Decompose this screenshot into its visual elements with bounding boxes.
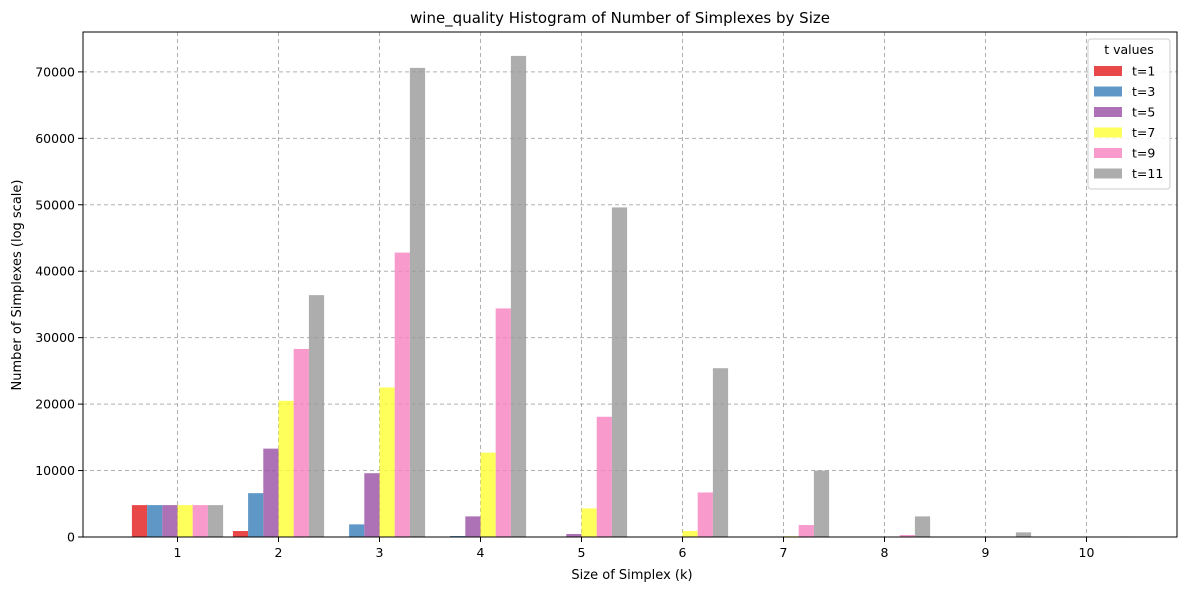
- bar-t3-k1: [147, 505, 163, 537]
- bar-t9-k1: [192, 505, 208, 537]
- x-tick-label: 9: [982, 545, 990, 560]
- x-tick-label: 10: [1079, 545, 1095, 560]
- bar-t11-k8: [914, 516, 931, 537]
- bar-t9-k4: [495, 308, 511, 537]
- x-axis-label: Size of Simplex (k): [571, 568, 692, 583]
- y-tick-label: 0: [67, 530, 75, 545]
- legend-swatch: [1094, 107, 1122, 117]
- legend-swatch: [1094, 66, 1122, 76]
- x-tick-label: 2: [275, 545, 283, 560]
- y-tick-label: 70000: [35, 64, 75, 79]
- bar-t11-k6: [712, 368, 729, 537]
- bar-t7-k5: [581, 508, 597, 537]
- bar-t5-k1: [162, 505, 178, 537]
- x-tick-label: 3: [376, 545, 384, 560]
- bar-t1-k1: [131, 505, 148, 537]
- bar-t9-k3: [394, 252, 410, 537]
- bar-t7-k6: [682, 531, 698, 537]
- x-tick-label: 5: [578, 545, 586, 560]
- y-tick-label: 20000: [35, 397, 75, 412]
- legend-label: t=5: [1132, 105, 1155, 120]
- legend-swatch: [1094, 86, 1122, 97]
- bar-t9-k2: [293, 348, 309, 537]
- bar-t11-k7: [813, 470, 830, 537]
- y-tick-label: 50000: [35, 197, 75, 212]
- bar-t11-k4: [510, 55, 527, 537]
- bar-t5-k5: [566, 534, 582, 537]
- y-tick-label: 40000: [35, 264, 75, 279]
- y-axis-label: Number of Simplexes (log scale): [10, 180, 25, 391]
- bar-t11-k5: [611, 207, 628, 537]
- bar-t11-k3: [409, 67, 426, 537]
- legend-title: t values: [1104, 42, 1154, 57]
- axes: 0 10000 20000 30000 40000 50000 60000 70000 1 2 3 4…: [35, 31, 1178, 560]
- legend-swatch: [1094, 148, 1122, 158]
- bar-t3-k2: [248, 493, 264, 537]
- bar-t7-k2: [278, 400, 294, 537]
- legend-swatch: [1094, 127, 1122, 138]
- bar-t1-k2: [232, 531, 249, 537]
- legend-swatch: [1094, 168, 1122, 179]
- bar-t9-k5: [596, 416, 612, 537]
- chart-title: wine_quality Histogram of Number of Simp…: [410, 9, 830, 28]
- x-tick-label: 8: [881, 545, 889, 560]
- legend-label: t=1: [1132, 64, 1155, 79]
- bar-t9-k6: [697, 492, 713, 537]
- legend-label: t=11: [1132, 166, 1163, 181]
- legend: t values t=1 t=3 t=5 t=7 t=9 t=11: [1087, 38, 1171, 190]
- x-tick-label: 4: [477, 545, 485, 560]
- x-tick-label: 7: [780, 545, 788, 560]
- bar-t5-k2: [263, 448, 279, 537]
- x-tick-label: 1: [174, 545, 182, 560]
- bar-t11-k1: [207, 505, 224, 537]
- y-tick-label: 30000: [35, 330, 75, 345]
- legend-label: t=9: [1132, 146, 1155, 161]
- y-tick-label: 10000: [35, 463, 75, 478]
- bar-t11-k9: [1015, 532, 1032, 537]
- plot-frame: [82, 31, 1178, 538]
- bar-t7-k1: [177, 505, 193, 537]
- legend-label: t=3: [1132, 84, 1155, 99]
- bar-t11-k2: [308, 295, 325, 537]
- grid: [83, 32, 1177, 537]
- bar-t9-k7: [798, 525, 814, 537]
- bar-t7-k3: [379, 387, 395, 537]
- bar-t9-k8: [899, 535, 915, 537]
- bar-t5-k3: [364, 473, 380, 537]
- bars: [131, 55, 1133, 537]
- y-tick-label: 60000: [35, 131, 75, 146]
- bar-t7-k4: [480, 452, 496, 537]
- x-tick-label: 6: [679, 545, 687, 560]
- bar-t5-k4: [465, 516, 481, 537]
- legend-label: t=7: [1132, 125, 1155, 140]
- bar-t3-k3: [349, 524, 365, 537]
